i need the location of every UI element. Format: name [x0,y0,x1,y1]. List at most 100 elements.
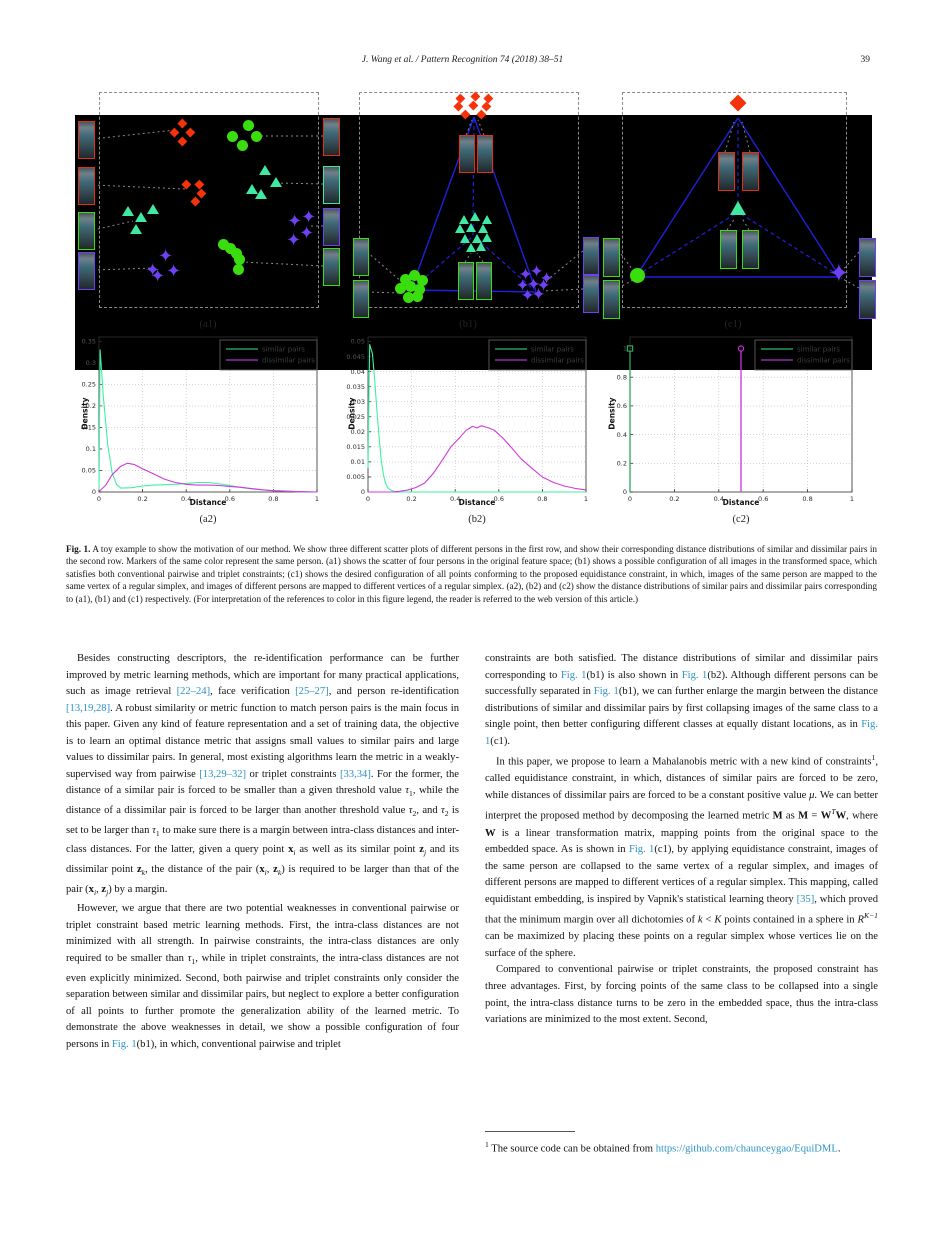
person-thumbnail [476,262,492,300]
svg-text:0: 0 [628,495,632,503]
scatter-marker-star: ✦ [531,283,546,304]
svg-text:0.3: 0.3 [86,359,96,367]
scatter-marker-star: ✦ [526,273,541,294]
paragraph: In this paper, we propose to learn a Mah… [485,753,879,959]
svg-text:0.045: 0.045 [346,353,365,361]
a2-x-axis-label: Distance [189,498,227,507]
figure-caption-text: A toy example to show the motivation of … [66,544,877,604]
scatter-marker-triangle [471,234,482,244]
scatter-marker-diamond [481,101,491,111]
citation-link[interactable]: Fig. 1 [560,669,587,681]
scatter-marker-circle [408,269,420,281]
paragraph: Compared to conventional pairwise or tri… [485,964,878,1026]
citation-link[interactable]: Fig. 1 [681,669,708,681]
density-curve [98,462,318,493]
subfigure-label-a1: (a1) [199,319,217,330]
b2-y-axis-label: Density [347,397,357,430]
svg-text:0.03: 0.03 [351,398,365,406]
svg-text:0.2: 0.2 [617,459,627,467]
density-chart-c2: 0 0.2 0.4 0.6 0.8 1 0 0.2 0.4 0.6 0.8 1 similar pair… [617,336,854,503]
person-thumbnail [859,280,876,319]
citation-link[interactable]: [13,19,28] [66,702,111,714]
citation-link[interactable]: [35] [796,893,815,905]
svg-text:0.4: 0.4 [450,495,460,503]
person-thumbnail [78,212,95,250]
scatter-marker-circle [413,283,425,295]
person-thumbnail [477,135,493,173]
svg-text:0.2: 0.2 [669,495,679,503]
svg-text:0.005: 0.005 [346,473,365,481]
svg-text:0.4: 0.4 [181,495,191,503]
svg-text:0.05: 0.05 [82,467,96,475]
legend-box [754,339,853,371]
scatter-marker-triangle [481,233,492,243]
density-chart-b2: 0 0.005 0.01 0.015 0.02 0.025 0.03 0.035 0.04 0.0… [346,336,588,503]
svg-text:0.8: 0.8 [802,495,812,503]
svg-text:0.02: 0.02 [351,428,365,436]
person-thumbnail [459,135,475,173]
legend-box [219,339,318,371]
person-thumbnail [603,238,620,277]
body-columns: Besides constructing descriptors, the re… [66,651,879,1191]
running-header: J. Wang et al. / Pattern Recognition 74 … [361,55,564,65]
person-thumbnail [583,237,599,275]
person-thumbnail [859,238,876,277]
scatter-marker-triangle [130,223,142,234]
scatter-marker-star: ✦ [166,261,182,282]
legend-label: dissimilar pairs [262,356,315,364]
svg-text:1: 1 [850,495,854,503]
scatter-marker-star: ✦ [518,263,533,284]
citation-link[interactable]: Fig. 1 [111,1038,137,1050]
stem-marker-circle [737,345,745,352]
svg-text:0.6: 0.6 [758,495,768,503]
svg-text:0.6: 0.6 [617,402,627,410]
scatter-marker-triangle [730,200,746,215]
scatter-marker-circle [402,291,414,303]
citation-link[interactable]: https://github.com/chaunceygao/EquiDML [655,1143,838,1155]
scatter-marker-diamond [190,196,200,206]
person-thumbnail [353,238,369,276]
scatter-marker-star: ✦ [828,259,850,289]
scatter-marker-diamond [460,109,470,119]
svg-text:0.01: 0.01 [351,458,365,466]
scatter-marker-star: ✦ [286,230,302,251]
stem-marker-square [626,345,634,352]
svg-text:1: 1 [584,495,588,503]
c2-y-axis-label: Density [607,397,617,430]
paragraph: constraints are both satisfied. The dist… [485,653,878,747]
scatter-marker-diamond [470,91,480,101]
scatter-marker-circle [411,290,423,302]
scatter-marker-circle [629,267,645,283]
figure-caption: Fig. 1. A toy example to show the motiva… [66,543,877,605]
person-thumbnail [458,262,474,300]
scatter-marker-diamond [177,136,187,146]
scatter-marker-triangle [477,224,488,234]
citation-link[interactable]: Fig. 1 [593,686,619,698]
scatter-marker-circle [394,282,406,294]
citation-link[interactable]: Fig. 1 [628,844,655,856]
subfigure-label-c2: (c2) [732,514,750,525]
svg-text:0.2: 0.2 [137,495,147,503]
svg-text:0.025: 0.025 [346,413,365,421]
person-thumbnail [583,275,599,313]
citation-link[interactable]: Fig. 1 [485,719,878,747]
citation-link[interactable]: [33,34] [339,768,371,780]
scatter-marker-circle [232,263,244,275]
citation-link[interactable]: [25–27] [295,686,329,698]
scatter-marker-star: ✦ [145,260,161,281]
scatter-marker-diamond [177,118,187,128]
a2-y-axis-label: Density [80,397,90,430]
svg-text:1: 1 [315,495,319,503]
person-thumbnail [78,252,95,290]
person-thumbnail [742,230,759,269]
density-curve [367,343,586,493]
left-column: Besides constructing descriptors, the re… [66,651,459,1053]
citation-link[interactable]: [22–24] [176,686,211,698]
person-thumbnail [720,230,737,269]
citation-link[interactable]: [13,29–32] [199,768,247,780]
subfigure-label-a2: (a2) [199,514,217,525]
person-thumbnail [718,152,735,191]
scatter-marker-triangle [475,242,486,252]
person-thumbnail [78,167,95,205]
